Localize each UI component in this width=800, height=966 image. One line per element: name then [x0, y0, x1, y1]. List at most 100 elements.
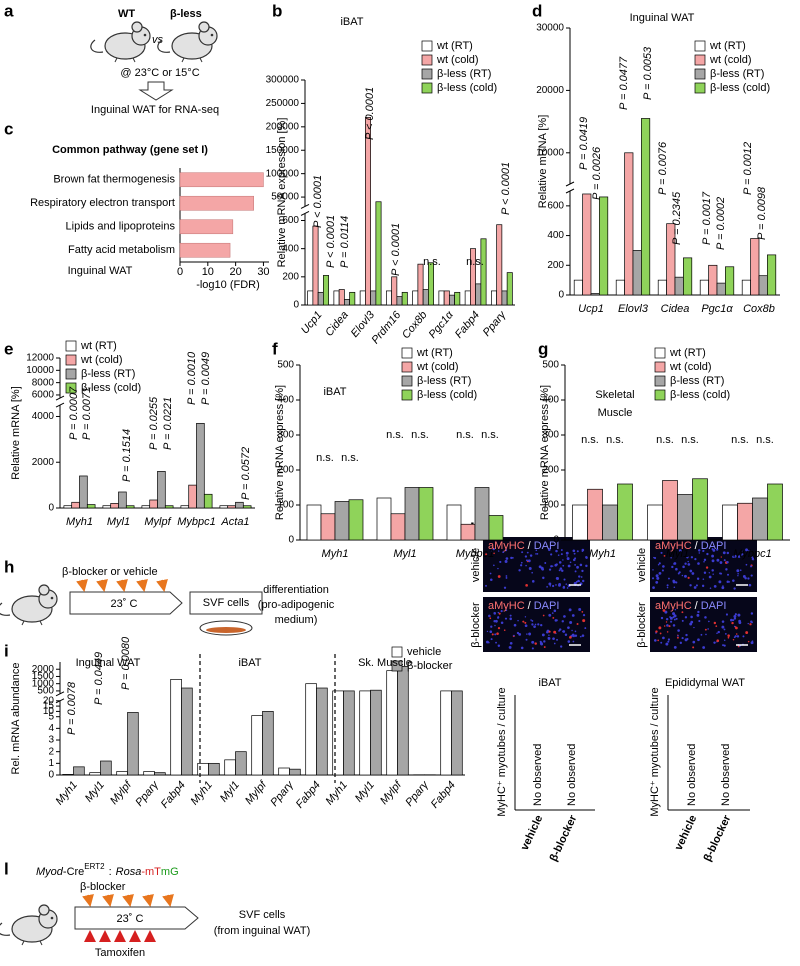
nucleus: [712, 573, 714, 575]
nucleus: [574, 634, 578, 638]
nucleus: [490, 638, 493, 641]
chart-title: Skeletal: [595, 389, 634, 401]
x-tick-label: Fabp4: [294, 779, 323, 811]
nucleus: [655, 581, 659, 584]
y-tick-label: 5: [48, 711, 54, 722]
nucleus: [736, 635, 740, 638]
nucleus: [526, 551, 529, 554]
legend-swatch: [694, 82, 706, 94]
condition: @ 23°C or 15°C: [120, 67, 199, 79]
bar: [599, 196, 609, 296]
bar: [418, 487, 434, 541]
nucleus: [553, 630, 557, 634]
timeline-arrow: [69, 591, 183, 615]
nucleus: [652, 569, 654, 571]
legend-label: β-blocker: [407, 660, 453, 672]
nucleus: [719, 561, 723, 564]
bar: [386, 670, 398, 776]
x-tick-label: 0: [177, 266, 183, 278]
outcome: differentiation: [263, 584, 329, 596]
legend-label: β-less (cold): [670, 389, 730, 401]
nucleus: [573, 552, 576, 555]
nucleus: [562, 630, 566, 633]
dish-cells: [206, 627, 246, 633]
cells-label: (from inguinal WAT): [214, 925, 311, 937]
nucleus: [558, 561, 562, 564]
nucleus: [508, 645, 512, 649]
y-tick-label: 600: [282, 215, 299, 226]
nucleus: [491, 633, 494, 636]
y-tick-label: 30000: [536, 23, 564, 34]
nucleus: [713, 641, 716, 644]
nucleus: [578, 575, 581, 578]
nucleus: [541, 633, 545, 637]
stain: /: [695, 600, 699, 612]
bar: [143, 771, 155, 776]
y-tick-label: 10000: [26, 365, 54, 376]
x-tick-label: Mylpf: [144, 516, 171, 528]
nucleus: [531, 620, 534, 622]
x-tick-label: Cox8b: [743, 303, 775, 315]
annotation: n.s.: [466, 256, 484, 268]
x-tick-label: Myl1: [666, 548, 689, 560]
y-axis-label: Relative mRNA [%]: [10, 386, 22, 480]
nucleus: [661, 569, 664, 572]
nucleus: [669, 616, 673, 620]
stain: DAPI: [701, 600, 727, 612]
nucleus: [693, 626, 695, 629]
nucleus: [582, 619, 586, 623]
y-tick-label: 2000: [32, 457, 55, 468]
bar: [370, 689, 382, 776]
nucleus: [527, 559, 531, 563]
stain: aMyHC: [488, 600, 525, 612]
nucleus: [684, 574, 687, 578]
nucleus: [486, 630, 489, 633]
nucleus: [676, 636, 679, 639]
stain-label: aMyHC / DAPI: [488, 600, 559, 612]
legend-label: wt (cold): [436, 54, 479, 66]
nucleus: [497, 616, 500, 619]
bar: [750, 238, 760, 296]
bar: [312, 225, 319, 306]
bar: [417, 263, 424, 306]
nucleus: [557, 554, 560, 556]
nucleus: [664, 610, 668, 614]
nucleus: [721, 625, 725, 629]
y-axis-label: MyHC⁺ myotubes / culture: [496, 687, 508, 816]
legend-label: β-less (cold): [417, 389, 477, 401]
nucleus: [572, 640, 575, 643]
nucleus: [749, 623, 752, 626]
stain: DAPI: [534, 540, 560, 552]
legend-label: β-less (RT): [710, 68, 764, 80]
nucleus: [542, 614, 545, 617]
annotation: P = 0.0026: [591, 146, 603, 200]
bar: [118, 491, 127, 509]
annotation: P = 0.0076: [657, 141, 669, 195]
nucleus: [673, 645, 677, 649]
nucleus: [566, 555, 568, 557]
nucleus: [653, 639, 657, 642]
injection-arrows: [82, 894, 174, 907]
nucleus: [703, 560, 705, 563]
nucleus: [660, 551, 663, 554]
nucleus: [559, 628, 562, 631]
bar: [396, 296, 403, 306]
y-tick-label: 400: [547, 230, 564, 241]
legend-label: wt (RT): [669, 347, 706, 359]
nucleus: [745, 548, 748, 552]
nucleus: [652, 586, 655, 589]
bar: [102, 505, 112, 509]
legend-label: β-less (RT): [437, 68, 491, 80]
annotation: P = 0.0572: [240, 447, 252, 500]
nucleus: [690, 615, 693, 619]
y-tick-label: 20000: [536, 85, 564, 96]
annotation: P = 0.0419: [578, 117, 590, 170]
bar: [443, 290, 450, 306]
nucleus: [502, 551, 505, 554]
nucleus: [735, 633, 738, 635]
chart-title: iBAT: [340, 16, 363, 28]
nucleus: [498, 612, 501, 615]
bar: [348, 499, 364, 541]
induction-label: Tamoxifen: [95, 947, 145, 959]
nucleus: [652, 577, 655, 580]
